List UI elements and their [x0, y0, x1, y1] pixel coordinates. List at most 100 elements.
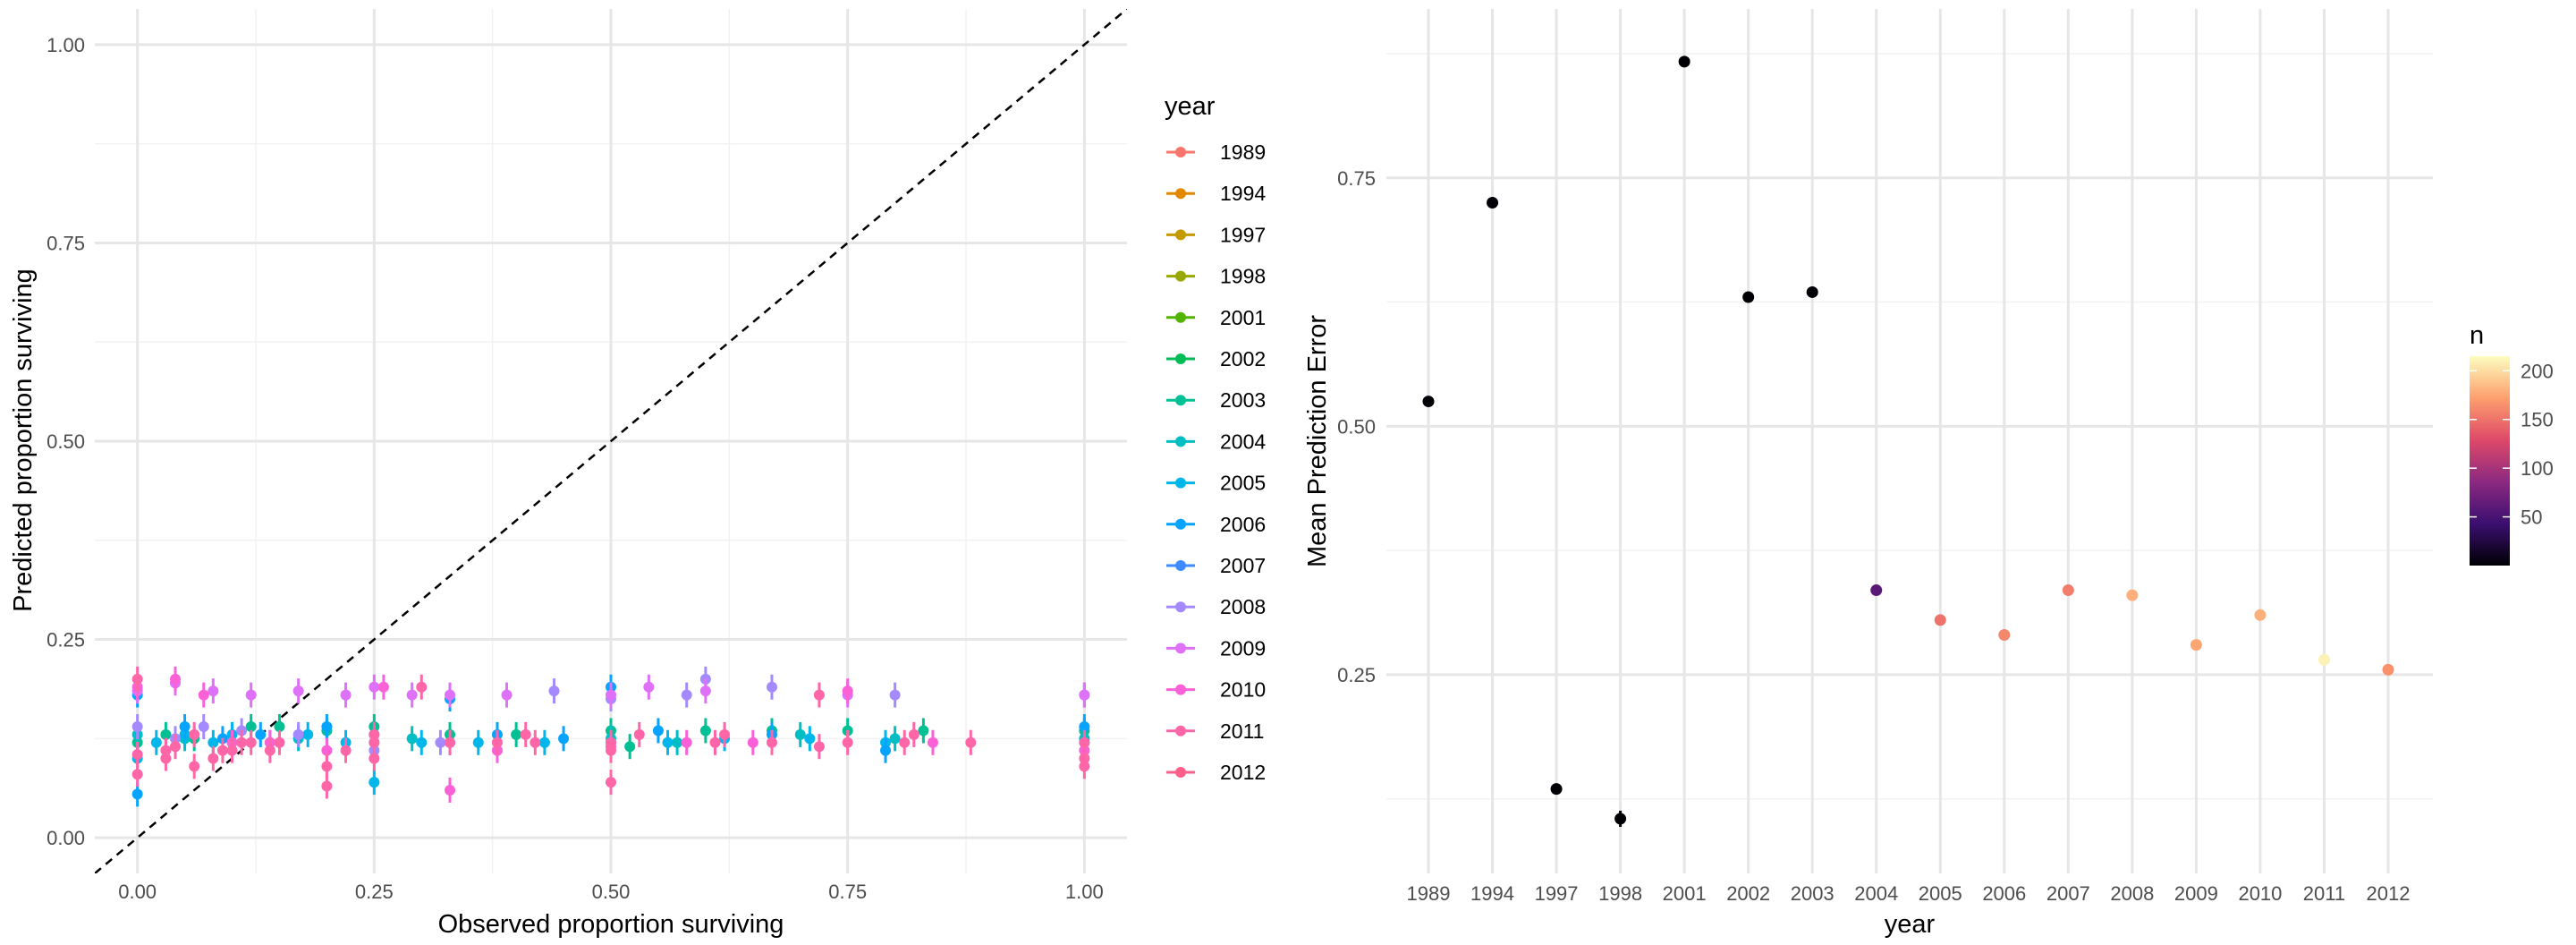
data-point — [340, 689, 352, 701]
data-point — [842, 685, 853, 697]
y-tick-label: 0.75 — [1337, 167, 1376, 190]
data-point — [491, 736, 503, 748]
data-point — [445, 736, 456, 748]
x-tick-label: 2012 — [2367, 882, 2411, 905]
reference-line — [95, 9, 1127, 873]
legend-label: 2002 — [1220, 347, 1266, 370]
data-point — [927, 736, 938, 748]
colorbar-title: n — [2470, 321, 2484, 350]
data-point — [208, 685, 219, 697]
data-point — [699, 725, 711, 736]
x-tick-label: 2001 — [1663, 882, 1707, 905]
legend-label: 2007 — [1220, 554, 1266, 577]
x-tick-label: 2008 — [2110, 882, 2154, 905]
data-point — [880, 745, 892, 756]
y-tick-label: 1.00 — [47, 34, 85, 56]
data-point — [321, 761, 333, 772]
data-point — [274, 736, 285, 748]
data-point — [1614, 813, 1627, 825]
right-y-tick-labels: 0.25 0.50 0.75 — [1337, 167, 1376, 686]
data-point — [624, 741, 636, 753]
x-tick-label: 2007 — [2046, 882, 2090, 905]
x-tick-label: 2005 — [1919, 882, 1962, 905]
data-point — [2190, 639, 2202, 651]
data-point — [794, 728, 806, 740]
legend-item: 2010 — [1166, 678, 1266, 702]
data-point — [681, 736, 692, 748]
data-point — [169, 741, 181, 753]
x-tick-label: 1994 — [1470, 882, 1514, 905]
data-point — [377, 681, 389, 693]
legend-key-point — [1175, 725, 1186, 736]
data-point — [416, 681, 428, 693]
x-tick-label: 0.75 — [828, 881, 867, 903]
data-point — [2318, 653, 2330, 666]
x-tick-label: 0.25 — [355, 881, 394, 903]
x-tick-label: 1989 — [1407, 882, 1451, 905]
data-point — [1079, 753, 1090, 764]
x-tick-label: 1.00 — [1065, 881, 1104, 903]
legend-item: 2005 — [1166, 472, 1266, 495]
data-point — [198, 721, 209, 733]
x-tick-label: 1997 — [1535, 882, 1579, 905]
legend-key-point — [1175, 395, 1186, 406]
legend-label: 2012 — [1220, 761, 1266, 784]
data-point — [662, 736, 674, 748]
data-point — [813, 689, 825, 701]
data-point — [672, 736, 683, 748]
data-point — [1487, 197, 1499, 209]
identity-line — [95, 9, 1127, 873]
data-point — [813, 741, 825, 753]
colorbar-tick-label: 150 — [2521, 409, 2554, 431]
data-point — [131, 788, 143, 800]
data-point — [681, 689, 692, 701]
colorbar-tick-label: 100 — [2521, 457, 2554, 480]
data-point — [416, 736, 428, 748]
data-point — [1870, 584, 1883, 597]
legend-key-point — [1175, 311, 1186, 323]
data-point — [1678, 55, 1690, 68]
legend-label: 2006 — [1220, 513, 1266, 536]
data-point — [369, 681, 380, 693]
data-point — [321, 721, 333, 733]
legend-item: 2006 — [1166, 513, 1266, 536]
data-point — [274, 721, 285, 733]
legend-item: 2004 — [1166, 430, 1266, 453]
left-points — [131, 666, 1090, 807]
legend-label: 2001 — [1220, 306, 1266, 329]
legend-key-point — [1175, 353, 1186, 364]
legend-key-point — [1175, 518, 1186, 530]
data-point — [2382, 663, 2394, 676]
data-point — [226, 745, 238, 756]
legend-key-point — [1175, 767, 1186, 778]
y-tick-label: 0.75 — [47, 232, 85, 254]
y-tick-label: 0.50 — [1337, 415, 1376, 438]
data-point — [511, 728, 522, 740]
legend-label: 1998 — [1220, 265, 1266, 288]
right-x-tick-labels: 1989 1994 1997 1998 2001 2002 2003 2004 2005 2006… — [1407, 882, 2411, 905]
data-point — [747, 736, 758, 748]
x-tick-label: 2011 — [2303, 882, 2345, 905]
data-point — [1079, 689, 1090, 701]
data-point — [643, 681, 655, 693]
data-point — [189, 761, 200, 772]
data-point — [766, 736, 777, 748]
legend-key-point — [1175, 229, 1186, 241]
legend-item: 2002 — [1166, 347, 1266, 370]
legend-label: 2008 — [1220, 595, 1266, 618]
legend-label: 1989 — [1220, 140, 1266, 164]
data-point — [520, 728, 531, 740]
legend-label: 2010 — [1220, 678, 1266, 702]
legend-key-point — [1175, 188, 1186, 200]
legend-key-point — [1175, 436, 1186, 447]
legend-key-point — [1175, 560, 1186, 571]
data-point — [1934, 614, 1946, 626]
data-point — [406, 689, 418, 701]
data-point — [1742, 291, 1755, 303]
right-panel: 1989 1994 1997 1998 2001 2002 2003 2004 2005 2006… — [1303, 9, 2554, 939]
x-tick-label: 2004 — [1854, 882, 1898, 905]
colorbar-tick-label: 200 — [2521, 360, 2554, 382]
x-tick-label: 1998 — [1598, 882, 1642, 905]
data-point — [321, 780, 333, 792]
legend-key-point — [1175, 684, 1186, 695]
